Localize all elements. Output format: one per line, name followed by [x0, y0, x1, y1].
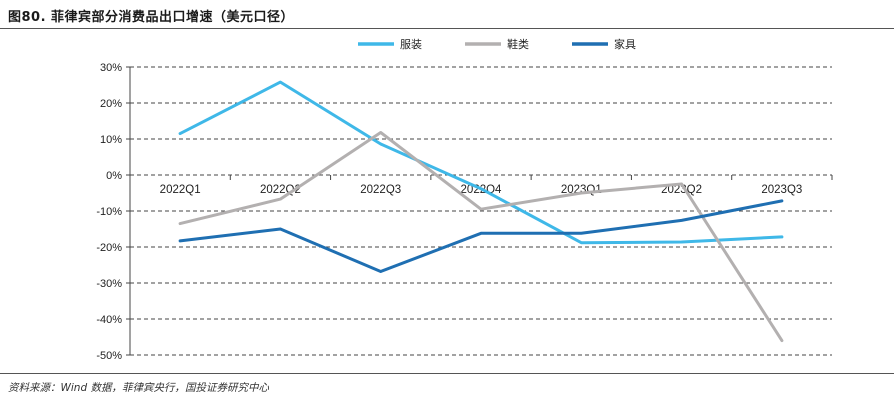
y-tick-label: -20% [96, 242, 122, 254]
y-tick-label: 10% [100, 134, 122, 146]
data-point [178, 222, 182, 225]
data-point [178, 132, 182, 135]
data-point [279, 197, 282, 201]
data-point [279, 227, 282, 231]
data-point [680, 219, 683, 222]
x-category-label: 2023Q3 [761, 184, 802, 196]
data-point [379, 142, 382, 146]
x-category-label: 2023Q2 [661, 184, 702, 196]
source-note: 资料来源：Wind 数据，菲律宾央行，国投证券研究中心 [8, 382, 269, 394]
data-point [780, 339, 784, 342]
data-point [279, 80, 282, 84]
y-tick-label: 20% [100, 98, 122, 110]
data-point [780, 199, 784, 203]
y-tick-label: -50% [96, 350, 122, 362]
data-point [479, 232, 483, 235]
data-point [379, 131, 382, 134]
data-point [379, 270, 382, 273]
data-point [479, 187, 483, 190]
legend-label: 鞋类 [507, 37, 529, 51]
legend: 服装 鞋类 家具 [358, 37, 636, 51]
y-tick-label: 30% [100, 62, 122, 74]
data-point [580, 191, 583, 195]
series-line-1 [178, 131, 784, 343]
top-rule [0, 28, 894, 29]
y-axis-ticks: 30% 20% 10% 0% -10% -20% -30% -40% -50% [96, 62, 122, 362]
grid-lines [126, 66, 833, 356]
y-tick-label: -30% [96, 278, 122, 290]
x-category-label: 2022Q1 [160, 184, 201, 196]
data-point [780, 235, 784, 239]
data-point [680, 182, 683, 186]
legend-label: 家具 [614, 37, 636, 51]
bottom-rule [0, 373, 894, 374]
x-category-label: 2022Q3 [360, 184, 401, 196]
y-tick-label: 0% [106, 170, 122, 182]
figure-title: 图80. 菲律宾部分消费品出口增速（美元口径） [8, 10, 295, 25]
series-lines [178, 80, 784, 343]
y-tick-label: -10% [96, 206, 122, 218]
data-point [178, 239, 182, 243]
y-tick-label: -40% [96, 314, 122, 326]
data-point [680, 240, 683, 244]
data-point [580, 241, 583, 244]
legend-label: 服装 [400, 38, 422, 51]
data-point [479, 208, 483, 211]
data-point [580, 232, 583, 235]
